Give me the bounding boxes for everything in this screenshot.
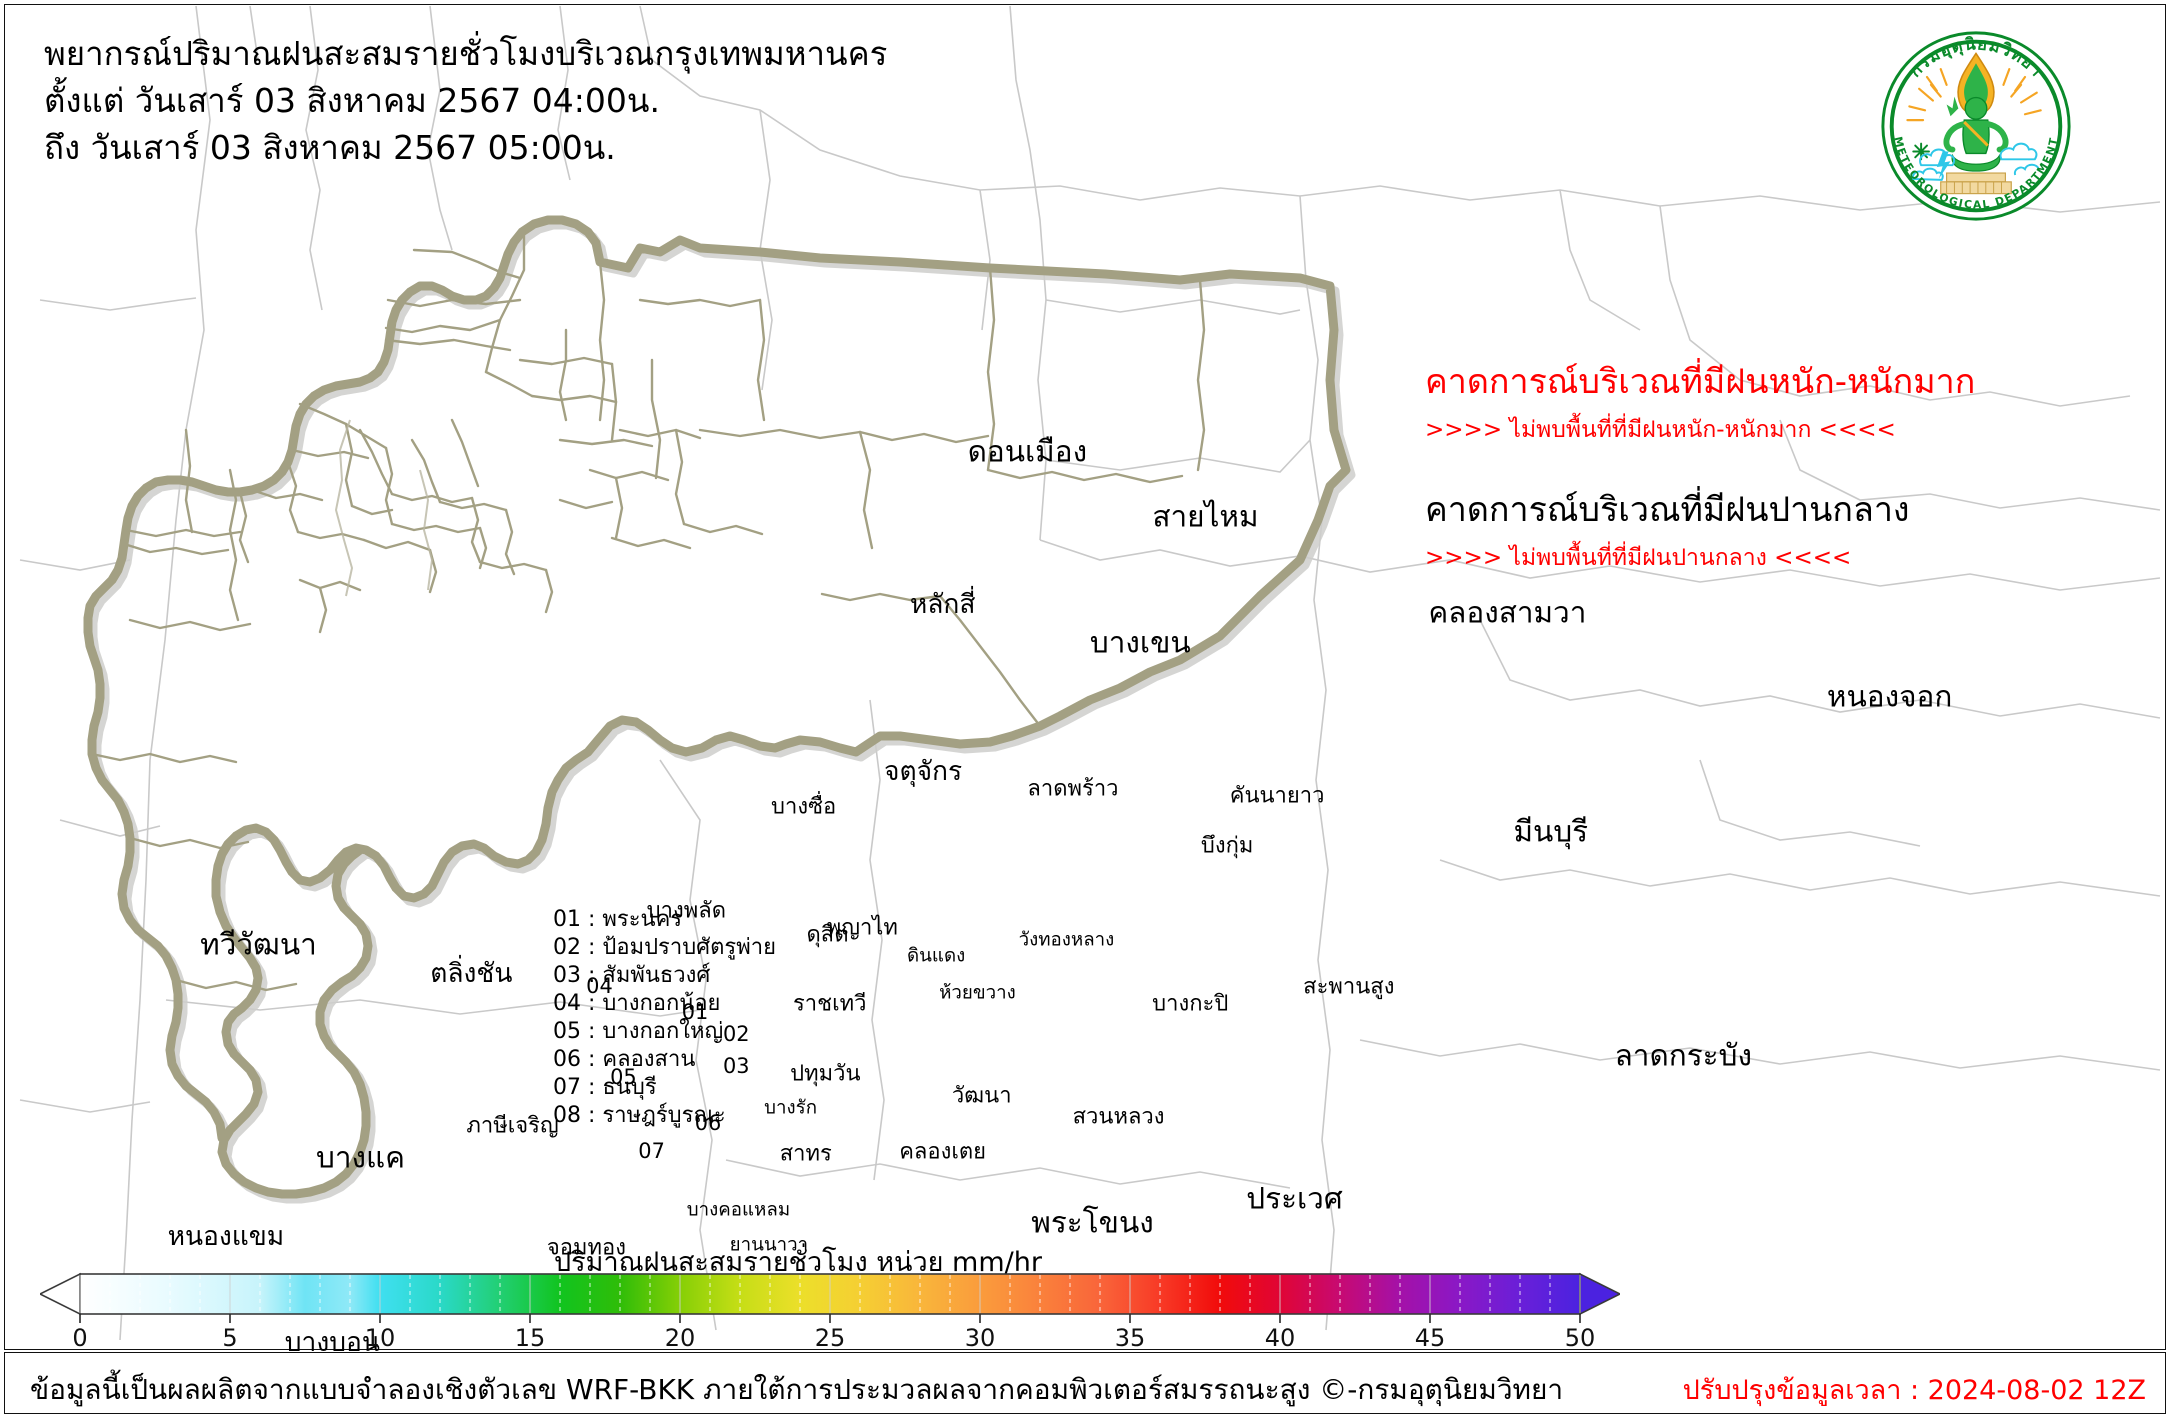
colorbar-tick-label-45: 45 [1415, 1324, 1446, 1350]
heavy-rain-heading: คาดการณ์บริเวณที่มีฝนหนัก-หนักมาก [1425, 362, 1976, 402]
district-code-row-6: 07 : ธนบุรี [553, 1075, 657, 1100]
forecast-summary-legend: คาดการณ์บริเวณที่มีฝนหนัก-หนักมาก >>>> ไ… [1425, 358, 2125, 578]
district-label-18: ราชเทวี [792, 991, 867, 1017]
district-label-33: จอมทอง [546, 1235, 626, 1261]
district-label-9: คันนายาว [1229, 783, 1325, 809]
district-label-25: วัฒนา [951, 1083, 1012, 1109]
header-block: พยากรณ์ปริมาณฝนสะสมรายชั่วโมงบริเวณกรุงเ… [44, 30, 887, 171]
district-label-0: ดอนเมือง [967, 434, 1088, 470]
district-label-23: ตลิ่งชัน [430, 958, 513, 990]
colorbar-tick-label-30: 30 [965, 1324, 996, 1350]
district-label-30: ภาษีเจริญ [466, 1113, 559, 1139]
colorbar-min-cap [40, 1272, 81, 1316]
tmd-logo-icon: กรมอุตุนิยมวิทยา METEOROLOGICAL DEPARTME… [1881, 31, 2071, 221]
district-label-14: พญาไท [826, 915, 898, 941]
district-label-6: บางซื่อ [771, 794, 837, 820]
district-code-row-5: 06 : คลองสาน [553, 1047, 696, 1072]
district-label-26: สวนหลวง [1072, 1104, 1165, 1130]
district-label-1: สายไหม [1152, 499, 1259, 535]
district-code-row-3: 04 : บางกอกน้อย [553, 991, 721, 1016]
district-label-11: มีนบุรี [1513, 814, 1589, 850]
district-label-10: บึงกุ่ม [1200, 833, 1254, 859]
district-label-37: ประเวศ [1246, 1181, 1343, 1217]
district-code-row-4: 05 : บางกอกใหญ่ [553, 1019, 724, 1044]
district-label-36: พระโขนง [1031, 1205, 1154, 1241]
district-code-row-1: 02 : ป้อมปราบศัตรูพ่าย [553, 935, 776, 960]
district-label-15: ดินแดง [907, 945, 966, 967]
moderate-rain-result: >>>> ไม่พบพื้นที่ที่มีฝนปานกลาง <<<< [1425, 545, 1852, 571]
district-code-row-7: 08 : ราษฎร์บูรณะ [553, 1103, 726, 1128]
district-label-35: ยานนาวา [729, 1234, 809, 1256]
colorbar-block: ปริมาณฝนสะสมรายชั่วโมง หน่วย mm/hr 0 5 10 1… [0, 1240, 2172, 1350]
colorbar-tick-label-25: 25 [815, 1324, 846, 1350]
district-label-20: สะพานสูง [1303, 974, 1395, 1000]
district-label-21: ลาดกระบัง [1614, 1038, 1752, 1074]
district-label-17: วังทองหลาง [1018, 929, 1115, 951]
colorbar-tick-label-35: 35 [1115, 1324, 1146, 1350]
forecast-period-from: ตั้งแต่ วันเสาร์ 03 สิงหาคม 2567 04:00น. [44, 81, 660, 120]
colorbar-tick-label-20: 20 [665, 1324, 696, 1350]
district-label-31: บางแค [316, 1140, 406, 1176]
district-label-4: หลักสี่ [909, 588, 976, 620]
page-title: พยากรณ์ปริมาณฝนสะสมรายชั่วโมงบริเวณกรุงเ… [44, 34, 888, 73]
colorbar-tick-label-10: 10 [365, 1324, 396, 1350]
colorbar-tick-label-50: 50 [1565, 1324, 1596, 1350]
colorbar-title: ปริมาณฝนสะสมรายชั่วโมง หน่วย mm/hr [554, 1247, 1042, 1278]
district-label-28: สาทร [779, 1141, 832, 1167]
district-label-19: บางกะปิ [1152, 991, 1229, 1017]
district-label-22: ทวีวัฒนา [200, 927, 317, 963]
district-code-legend: 01 : พระนคร 02 : ป้อมปราบศัตรูพ่าย 03 : สั… [553, 906, 776, 1130]
colorbar-tick-label-5: 5 [222, 1324, 237, 1350]
district-label-7: จตุจักร [883, 756, 963, 788]
district-label-34: บางคอแหลม [686, 1199, 791, 1221]
rainfall-colorbar: 0 5 10 15 20 25 30 35 40 45 50 [40, 1272, 1620, 1350]
footer-frame [4, 1352, 2166, 1414]
district-label-41: ทุ่งครุ [664, 1421, 726, 1426]
district-label-24: ปทุมวัน [790, 1061, 861, 1087]
footer-updated-timestamp: ปรับปรุงข้อมูลเวลา : 2024-08-02 12Z [1682, 1375, 2146, 1406]
district-label-8: ลาดพร้าว [1027, 776, 1119, 802]
forecast-period-to: ถึง วันเสาร์ 03 สิงหาคม 2567 05:00น. [44, 128, 616, 167]
map-frame [4, 4, 2166, 1350]
footer-note: ข้อมูลนี้เป็นผลผลิตจากแบบจำลองเชิงตัวเลข… [30, 1373, 1564, 1406]
colorbar-tick-label-15: 15 [515, 1324, 546, 1350]
district-label-2: คลองสามวา [1428, 595, 1587, 630]
district-code-row-0: 01 : พระนคร [553, 907, 683, 932]
district-label-48: 07 [638, 1139, 665, 1164]
colorbar-tick-label-40: 40 [1265, 1324, 1296, 1350]
district-label-3: หนองจอก [1826, 679, 1953, 715]
colorbar-tick-label-0: 0 [72, 1324, 87, 1350]
moderate-rain-heading: คาดการณ์บริเวณที่มีฝนปานกลาง [1425, 490, 1910, 530]
district-label-29: คลองเตย [899, 1139, 987, 1165]
district-label-16: ห้วยขวาง [939, 982, 1016, 1004]
district-label-39: บางบอน [284, 1327, 380, 1359]
heavy-rain-result: >>>> ไม่พบพื้นที่ที่มีฝนหนัก-หนักมาก <<<… [1425, 417, 1896, 443]
district-label-5: บางเขน [1089, 625, 1191, 661]
colorbar-max-cap [1579, 1272, 1620, 1316]
district-code-row-2: 03 : สัมพันธวงศ์ [553, 963, 711, 988]
